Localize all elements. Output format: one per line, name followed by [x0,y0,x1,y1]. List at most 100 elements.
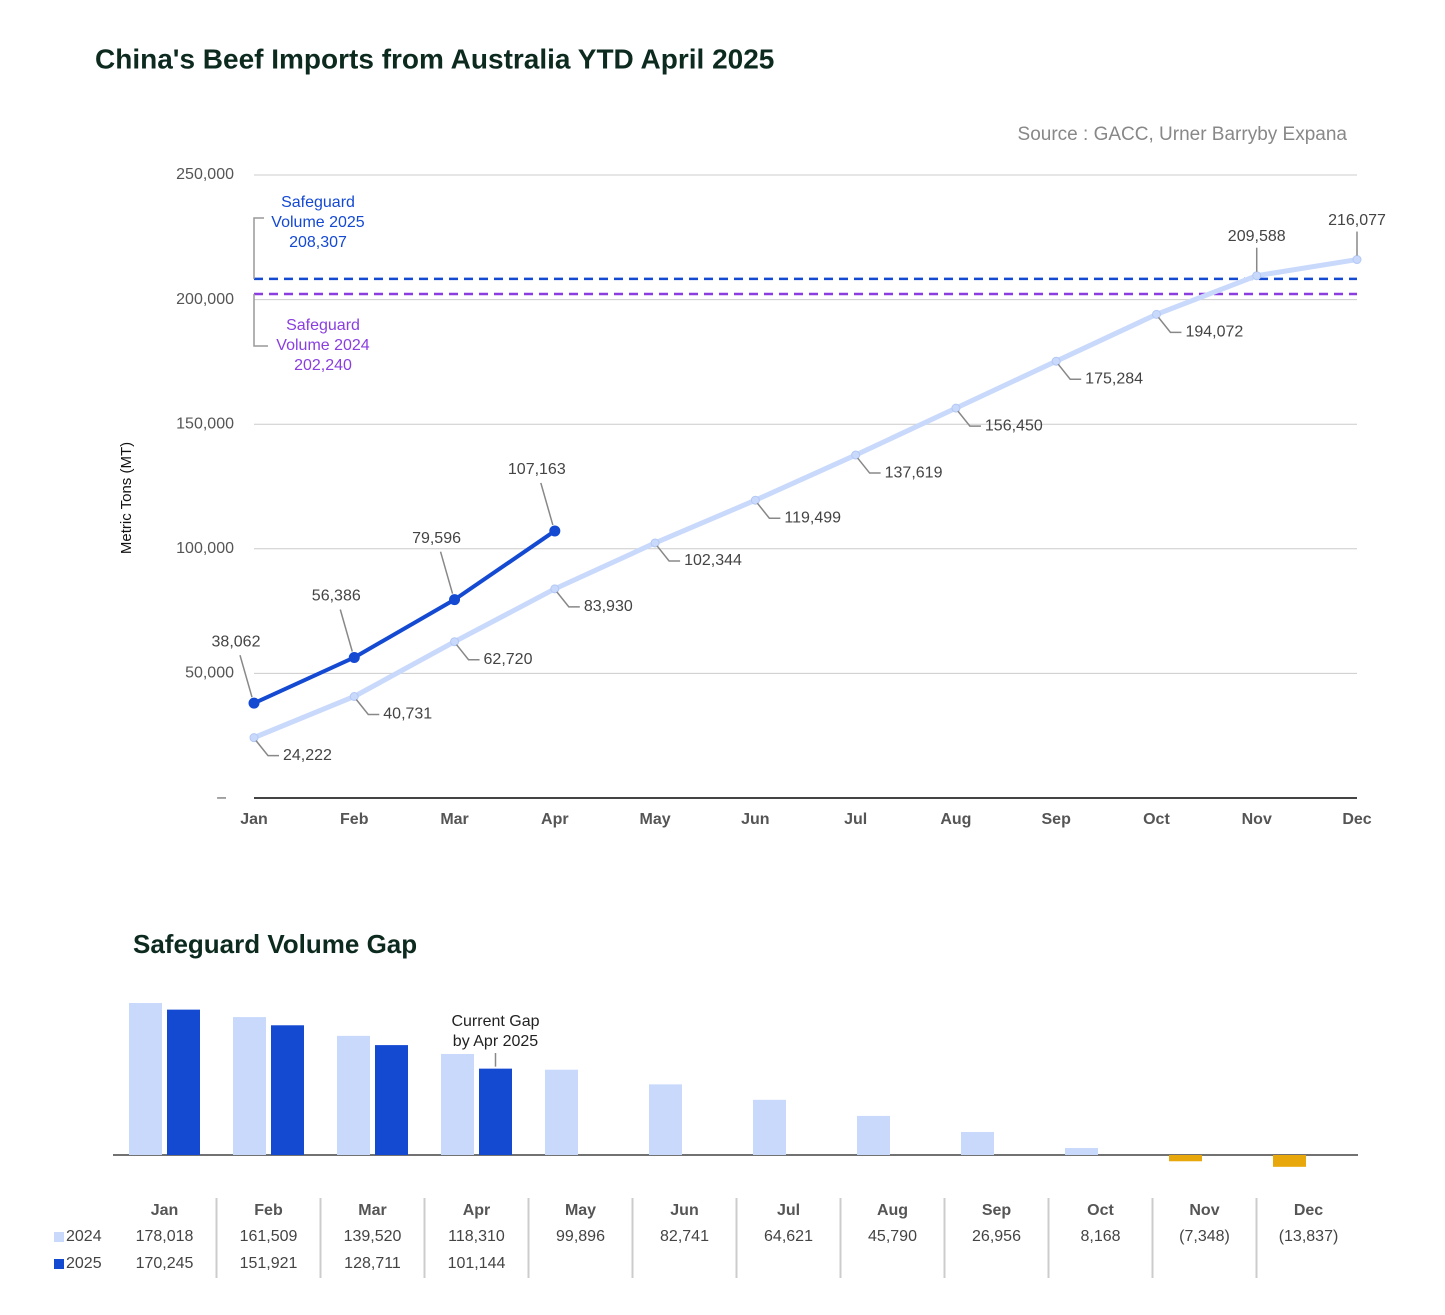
leader-line [355,699,380,716]
y-tick-label: – [217,789,226,806]
point [348,651,360,663]
point [249,733,259,743]
x-tick-label: Jan [151,1202,179,1219]
y-tick-label: 100,000 [176,540,234,557]
bar [337,1035,370,1155]
data-label: 40,731 [383,706,432,723]
leader-line [656,545,681,562]
x-tick-label: Apr [541,811,569,828]
point [450,637,460,647]
point [349,691,359,701]
chart-title: China's Beef Imports from Australia YTD … [95,43,774,74]
point [851,450,861,460]
legend-swatch [54,1232,64,1242]
x-tick-label: Jun [670,1202,698,1219]
bar [167,1009,200,1155]
bar [649,1084,682,1155]
point [1252,271,1262,281]
leader-line [1157,316,1182,334]
data-label: 156,450 [985,417,1043,434]
y-tick-label: 250,000 [176,166,234,183]
x-tick-label: Aug [940,811,971,828]
data-label: 24,222 [283,747,332,764]
data-label: 107,163 [508,461,566,478]
x-tick-label: Jan [240,811,268,828]
point [1051,356,1061,366]
table-value: 128,711 [344,1255,401,1272]
table-value: 45,790 [868,1228,917,1245]
line [253,529,556,705]
leader-line [857,457,881,474]
x-tick-label: Jul [777,1202,800,1219]
bar [1065,1148,1098,1155]
legend-label: 2024 [66,1228,102,1245]
reference-label: Volume 2024 [276,337,370,354]
leader-line [439,551,454,594]
table-value: 161,509 [240,1228,298,1245]
data-label: 175,284 [1085,370,1143,387]
data-label: 119,499 [784,509,841,526]
table-value: (13,837) [1279,1228,1339,1245]
data-label: 62,720 [484,651,533,668]
table-value: 151,921 [240,1255,298,1272]
bar [1273,1155,1306,1167]
annotation: Current Gap [451,1013,539,1030]
line [253,257,1358,740]
x-tick-label: Dec [1294,1202,1323,1219]
x-tick-label: Oct [1087,1202,1114,1219]
table-value: 8,168 [1080,1228,1120,1245]
bar [129,1003,162,1155]
data-label: 38,062 [212,633,261,650]
data-label: 56,386 [312,588,361,605]
leader-line [957,410,981,427]
x-tick-label: Nov [1189,1202,1219,1219]
x-tick-label: May [565,1202,596,1219]
bar [271,1025,304,1155]
chart-title: Safeguard Volume Gap [133,929,417,959]
y-axis-label: Metric Tons (MT) [118,442,135,554]
data-label: 216,077 [1328,212,1386,229]
legend-swatch [54,1259,64,1269]
data-label: 209,588 [1228,228,1286,245]
data-label: 194,072 [1185,324,1243,341]
leader-line [255,740,279,757]
annotation: by Apr 2025 [453,1033,539,1050]
y-tick-label: 200,000 [176,291,234,308]
table-value: 170,245 [136,1255,194,1272]
table-value: 118,310 [448,1228,505,1245]
reference-label: Safeguard [281,194,355,211]
leader-line [756,502,781,519]
leader-line [540,482,554,526]
x-tick-label: Sep [1042,811,1072,828]
data-label: 137,619 [885,464,943,481]
bar [441,1053,474,1155]
table-value: 26,956 [972,1228,1021,1245]
data-label: 83,930 [584,598,633,615]
point [248,697,260,709]
x-tick-label: Sep [982,1202,1012,1219]
point [1352,255,1362,265]
leader-line [253,294,268,347]
table-value: 101,144 [448,1255,506,1272]
bar [545,1069,578,1155]
table-value: 139,520 [344,1228,402,1245]
reference-value-label: 202,240 [294,357,352,374]
x-tick-label: Feb [254,1202,283,1219]
leader-line [556,591,580,608]
reference-label: Safeguard [286,317,360,334]
leader-line [339,609,353,652]
bar [857,1115,890,1155]
leader-line [455,644,480,661]
x-tick-label: Nov [1242,811,1272,828]
table-value: 99,896 [556,1228,605,1245]
point [650,538,660,548]
reference-label: Volume 2025 [271,214,365,231]
x-tick-label: Aug [877,1202,908,1219]
point [1151,309,1161,319]
table-value: 82,741 [660,1228,709,1245]
x-tick-label: Mar [358,1202,386,1219]
source: Source : GACC, Urner Barryby Expana [1018,124,1348,145]
x-tick-label: Mar [440,811,468,828]
data-label: 79,596 [412,530,461,547]
x-tick-label: Jul [844,811,867,828]
